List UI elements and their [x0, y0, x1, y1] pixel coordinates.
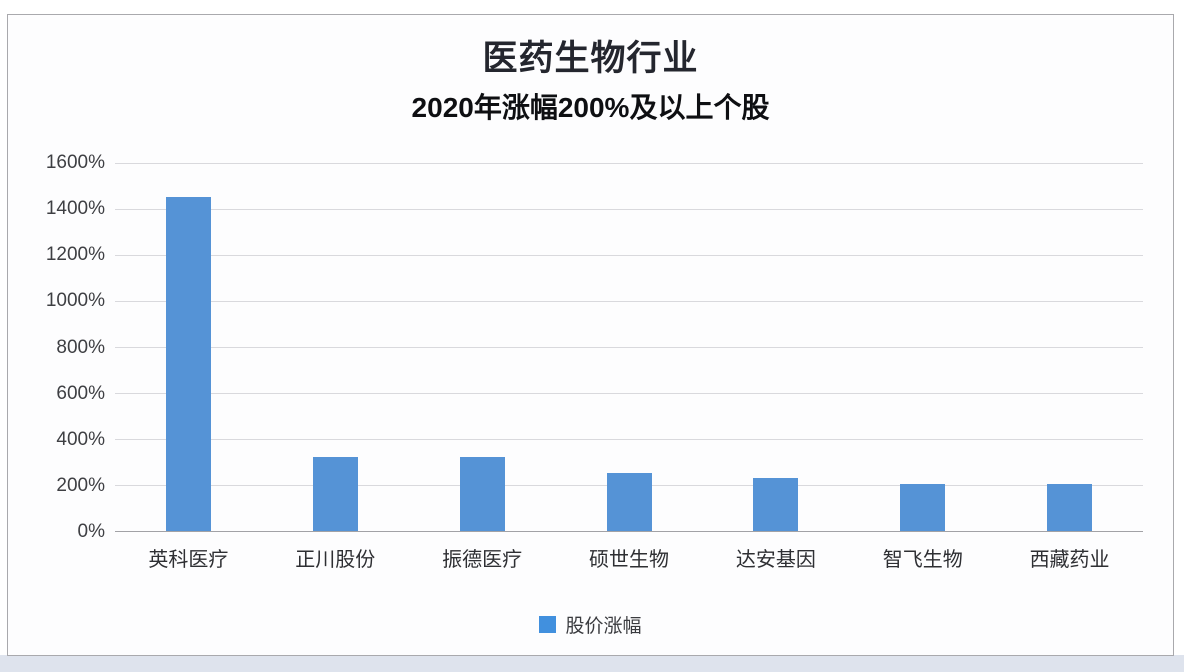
y-tick-label: 0%	[77, 521, 105, 542]
x-category-label: 智飞生物	[882, 549, 963, 571]
y-tick-label: 1600%	[45, 152, 105, 173]
chart-panel: 医药生物行业 2020年涨幅200%及以上个股 0% 200% 400% 600% 80…	[7, 14, 1174, 656]
chart-title: 医药生物行业	[482, 39, 699, 78]
bar-5	[900, 483, 946, 531]
gridline	[115, 254, 1143, 256]
gridline	[115, 439, 1143, 441]
chart-subtitle: 2020年涨幅200%及以上个股	[411, 92, 770, 123]
legend-label: 股价涨幅	[565, 616, 642, 637]
gridline	[115, 347, 1143, 348]
y-tick-label: 1000%	[45, 290, 105, 312]
x-category-label: 达安基因	[735, 549, 816, 571]
gridline	[115, 393, 1143, 395]
x-category-label: 正川股份	[295, 549, 376, 571]
page-bottom-strip	[0, 655, 1184, 672]
bar-6	[1047, 483, 1093, 531]
gridline	[115, 208, 1143, 210]
y-tick-label: 1200%	[45, 244, 105, 266]
gridline	[115, 300, 1143, 302]
bar-1	[312, 457, 358, 531]
plot-area: 0% 200% 400% 600% 800% 1000% 1200% 1400% 1600% 英科…	[46, 152, 1143, 571]
bar-2	[459, 457, 505, 531]
y-tick-label: 200%	[56, 474, 105, 496]
y-tick-label: 1400%	[45, 198, 105, 220]
y-tick-label: 600%	[56, 382, 105, 404]
x-category-label: 硕世生物	[588, 549, 669, 571]
x-category-label: 西藏药业	[1029, 549, 1110, 571]
legend: 股价涨幅	[8, 611, 1173, 638]
x-category-label: 英科医疗	[148, 549, 229, 571]
y-tick-label: 800%	[56, 336, 105, 358]
bar-0	[165, 196, 211, 531]
gridline	[115, 162, 1143, 164]
y-tick-label: 400%	[56, 428, 105, 450]
legend-swatch-icon	[539, 616, 557, 633]
x-category-label: 振德医疗	[442, 549, 523, 571]
bar-4	[753, 477, 799, 531]
bar-3	[606, 473, 652, 531]
